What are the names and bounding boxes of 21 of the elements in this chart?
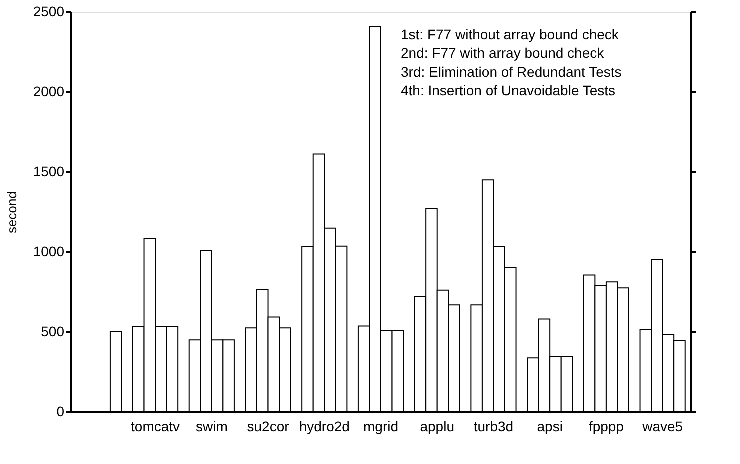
y-tick-label: 0 [56,404,65,420]
x-tick-label: swim [196,418,228,434]
y-tick-label: 2500 [33,4,65,20]
y-tick-label: 2000 [33,84,65,100]
x-tick-label: wave5 [642,418,684,434]
x-tick-label: su2cor [247,418,290,434]
annotation: 2nd: F77 with array bound check [401,45,606,62]
y-axis-title: second [4,192,20,234]
x-tick-label: turb3d [474,418,514,434]
x-tick-label: applu [420,418,454,434]
x-tick-label: apsi [537,418,563,434]
x-tick-label: tomcatv [131,418,180,434]
x-tick-label: mgrid [363,418,399,434]
x-tick-label: hydro2d [299,418,350,434]
annotation: 4th: Insertion of Unavoidable Tests [401,82,616,99]
annotation: 1st: F77 without array bound check [401,26,620,42]
x-tick-label: fpppp [588,418,624,434]
y-tick-label: 1000 [33,244,65,260]
y-tick-label: 500 [41,324,65,340]
annotation: 3rd: Elimination of Redundant Tests [401,64,622,80]
y-tick-label: 1500 [33,164,65,180]
